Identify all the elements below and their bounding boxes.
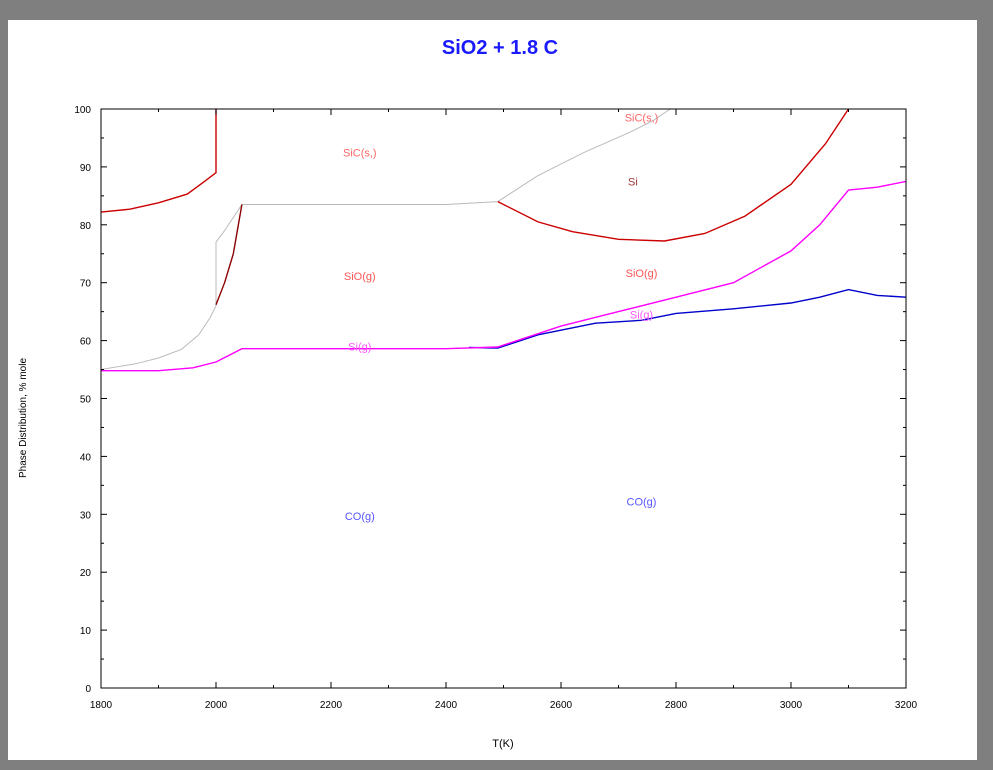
x-tick-label-4: 2600 (550, 700, 573, 711)
axis-ticks: 1800 2000 2200 2400 2600 2800 3000 3200 0 10 20 30 4… (74, 105, 917, 711)
y-tick-label-4: 40 (80, 452, 92, 463)
region-label-0: SiC(s,) (343, 148, 377, 160)
region-label-4: SiO(g) (626, 268, 658, 280)
annotations-layer: SiC(s,) SiC(s,) Si SiO(g) SiO(g) Si(g) Si(g) CO… (343, 113, 658, 523)
plot-border (100, 108, 907, 689)
region-label-7: CO(g) (345, 511, 375, 523)
x-tick-label-5: 2800 (665, 700, 688, 711)
y-tick-label-5: 50 (80, 395, 92, 406)
x-tick-label-3: 2400 (435, 700, 458, 711)
region-label-8: CO(g) (627, 497, 657, 509)
phase-distribution-chart: SiO2 + 1.8 C SiC(s,) SiC(s,) Si SiO(g) SiO(g… (18, 37, 918, 750)
series-line-2 (100, 108, 671, 370)
series-line-5 (215, 204, 243, 305)
series-line-1 (101, 180, 907, 372)
y-tick-label-0: 0 (85, 684, 91, 695)
y-axis-label: Phase Distribution, % mole (18, 358, 29, 478)
region-label-6: Si(g) (630, 310, 653, 322)
y-tick-label-7: 70 (80, 279, 92, 290)
series-line-0 (468, 288, 907, 349)
y-tick-label-8: 80 (80, 221, 92, 232)
region-label-3: SiO(g) (344, 271, 376, 283)
series-line-3 (100, 109, 217, 213)
y-tick-label-9: 90 (80, 163, 92, 174)
x-tick-label-7: 3200 (895, 700, 918, 711)
x-tick-label-1: 2000 (205, 700, 228, 711)
region-label-5: Si(g) (348, 341, 371, 353)
series-line-4 (497, 108, 850, 242)
y-tick-label-6: 60 (80, 337, 92, 348)
series-layer (100, 108, 907, 372)
x-tick-label-0: 1800 (90, 700, 113, 711)
y-tick-label-3: 30 (80, 510, 92, 521)
x-tick-label-2: 2200 (320, 700, 343, 711)
region-label-2: Si (628, 176, 638, 188)
y-tick-label-2: 20 (80, 568, 92, 579)
chart-title: SiO2 + 1.8 C (442, 37, 558, 59)
chart-frame: SiO2 + 1.8 C SiC(s,) SiC(s,) Si SiO(g) SiO(g… (8, 20, 977, 760)
x-tick-label-6: 3000 (780, 700, 803, 711)
y-tick-label-10: 100 (74, 105, 91, 116)
x-axis-label: T(K) (492, 738, 513, 750)
y-tick-label-1: 10 (80, 626, 92, 637)
region-label-1: SiC(s,) (625, 113, 659, 125)
